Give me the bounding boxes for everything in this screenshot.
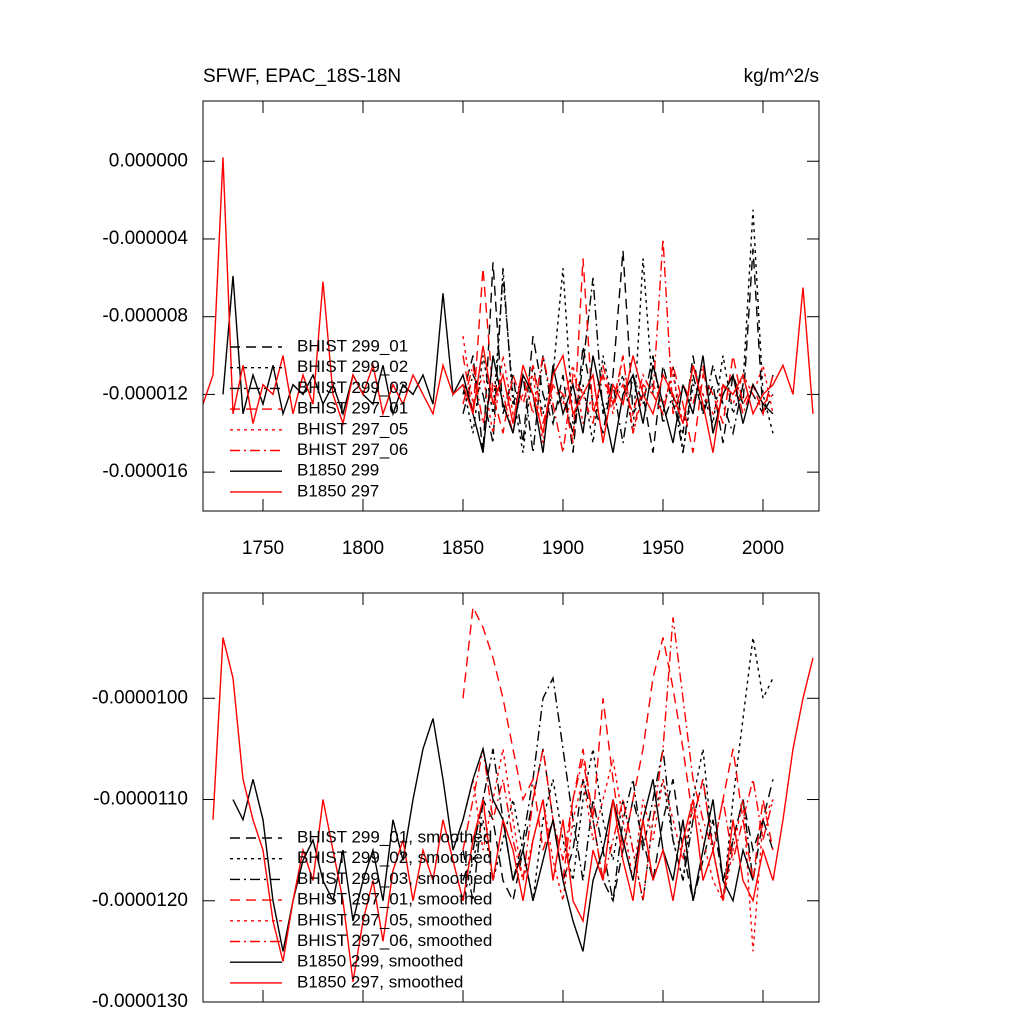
legend-label: BHIST 299_01, smoothed xyxy=(297,827,492,846)
series-line xyxy=(462,604,774,881)
legend-label: B1850 299, smoothed xyxy=(297,952,463,971)
plot-frame xyxy=(202,100,820,512)
series-line xyxy=(462,258,774,453)
legend-label: BHIST 299_03 xyxy=(297,378,408,397)
legend-label: BHIST 299_02 xyxy=(297,357,408,376)
series-line xyxy=(232,718,754,952)
x-tick-label: 1900 xyxy=(542,538,584,559)
series-line xyxy=(462,248,774,453)
y-tick-label: -0.000012 xyxy=(102,383,188,404)
x-tick-label: 1750 xyxy=(242,538,284,559)
plot-frame xyxy=(202,592,820,1003)
y-tick-label: -0.0000100 xyxy=(92,687,188,708)
series-line xyxy=(203,157,814,453)
legend-label: BHIST 297_06, smoothed xyxy=(297,931,492,950)
y-tick-label: -0.000016 xyxy=(102,461,188,482)
legend-label: BHIST 297_05, smoothed xyxy=(297,910,492,929)
x-tick-label: 1800 xyxy=(342,538,384,559)
legend-label: B1850 297 xyxy=(297,481,379,500)
y-tick-label: -0.0000110 xyxy=(93,789,188,810)
legend-label: BHIST 297_01, smoothed xyxy=(297,890,492,909)
legend-label: B1850 299 xyxy=(297,461,379,480)
legend-label: BHIST 297_01 xyxy=(297,399,408,418)
y-tick-label: -0.000008 xyxy=(102,306,188,327)
legend-label: BHIST 297_05 xyxy=(297,419,408,438)
x-tick-label: 2000 xyxy=(742,538,784,559)
legend-label: BHIST 299_02, smoothed xyxy=(297,848,492,867)
plot-lines xyxy=(212,604,814,982)
chart-title: SFWF, EPAC_18S-18N xyxy=(203,66,401,87)
legend-label: BHIST 297_06 xyxy=(297,440,408,459)
series-line xyxy=(212,637,814,982)
series-line xyxy=(462,209,774,453)
series-line xyxy=(462,748,774,952)
x-tick-label: 1950 xyxy=(642,538,684,559)
legend-label: B1850 297, smoothed xyxy=(297,972,463,991)
plot-lines xyxy=(203,157,814,453)
y-tick-label: -0.0000120 xyxy=(92,890,188,911)
x-tick-label: 1850 xyxy=(442,538,484,559)
y-tick-label: -0.0000130 xyxy=(92,991,188,1012)
y-tick-label: -0.000004 xyxy=(102,228,188,249)
legend-label: BHIST 299_03, smoothed xyxy=(297,869,492,888)
units-label: kg/m^2/s xyxy=(744,66,819,87)
y-tick-label: 0.000000 xyxy=(109,150,188,171)
legend-label: BHIST 299_01 xyxy=(297,336,408,355)
series-line xyxy=(462,336,774,444)
